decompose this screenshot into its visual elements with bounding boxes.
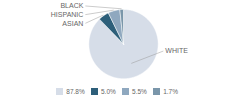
svg-text:HISPANIC: HISPANIC — [51, 11, 84, 18]
svg-text:WHITE: WHITE — [165, 47, 188, 54]
html-text:1.7%: 1.7% — [163, 87, 178, 95]
html-text:87.8%: 87.8% — [66, 87, 85, 95]
html-text:5.5%: 5.5% — [132, 87, 147, 95]
svg-text:ASIAN: ASIAN — [62, 20, 83, 27]
html-text:5.0%: 5.0% — [101, 87, 116, 95]
svg-text:BLACK: BLACK — [60, 2, 83, 9]
